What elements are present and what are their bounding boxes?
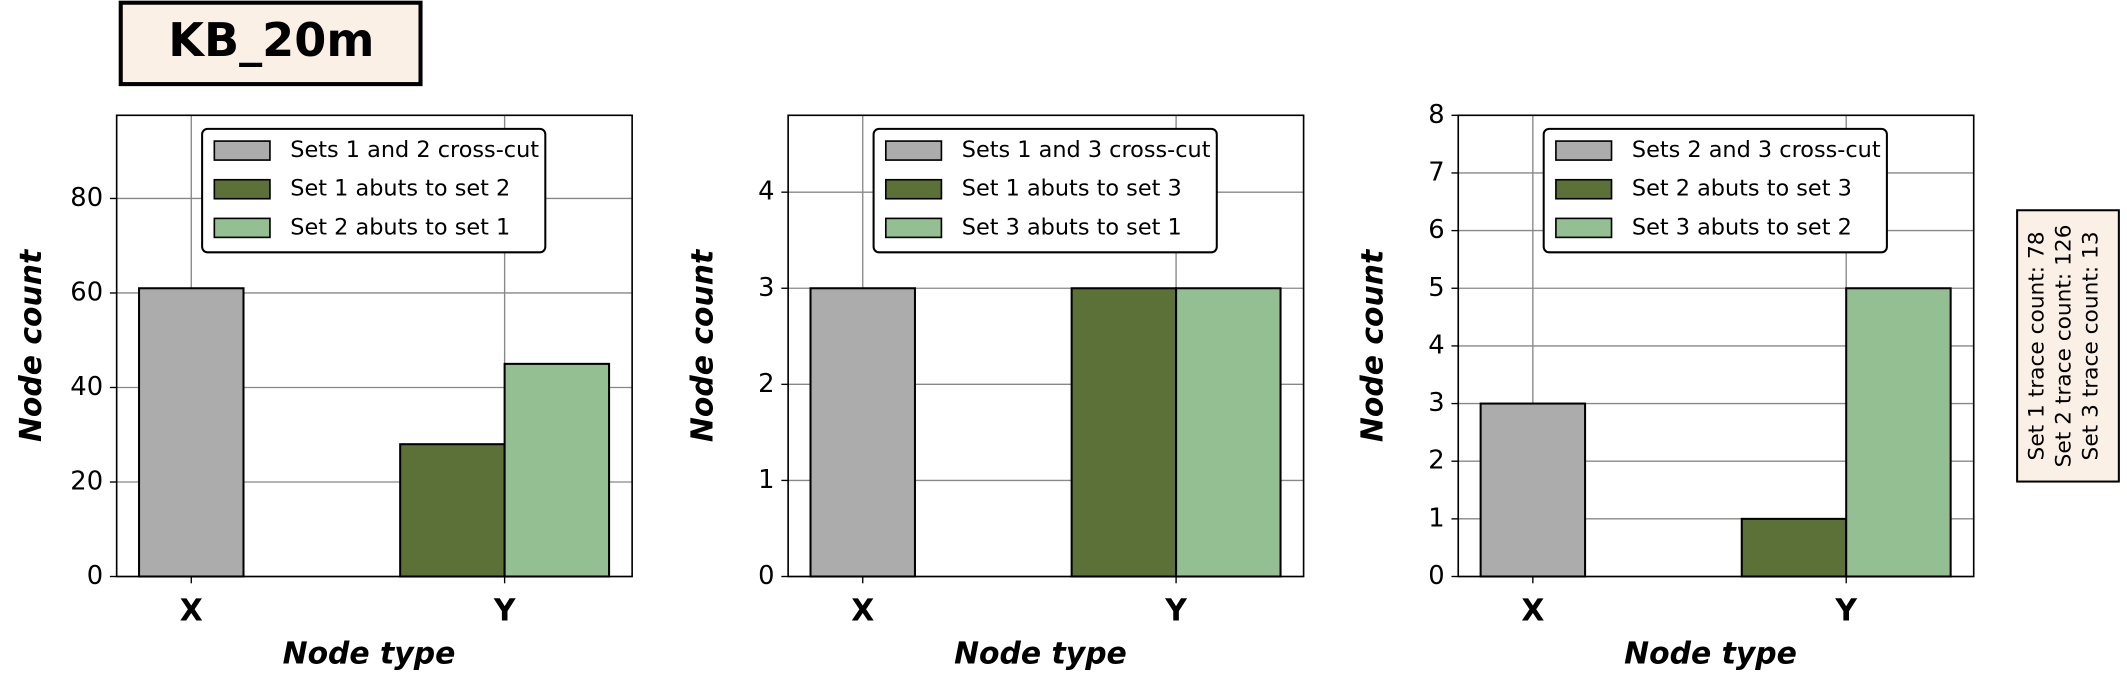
y-tick-label: 1 (1428, 503, 1444, 533)
y-axis-label: Node count (686, 248, 721, 442)
legend-swatch (1555, 140, 1613, 161)
annotation-box (2016, 209, 2120, 483)
plot-frame (1457, 114, 1975, 578)
legend-label: Sets 2 and 3 cross-cut (1632, 137, 1881, 163)
y-tick-label: 2 (758, 369, 774, 399)
legend-box (872, 127, 1218, 254)
y-tick-label: 3 (758, 273, 774, 303)
legend-label: Set 2 abuts to set 3 (1632, 176, 1852, 202)
y-tick-label: 0 (1428, 561, 1444, 591)
y-tick-label: 3 (1428, 388, 1444, 418)
legend-box (1542, 127, 1888, 254)
x-tick-label: X (851, 593, 874, 628)
plot-frame (115, 114, 633, 578)
y-tick-label: 6 (1428, 215, 1444, 245)
bar (1175, 287, 1282, 578)
y-axis-label: Node count (14, 248, 49, 442)
legend-label: Set 3 abuts to set 1 (962, 214, 1182, 240)
legend-swatch (1555, 217, 1613, 239)
y-tick-label: 8 (1428, 100, 1444, 130)
y-tick-label: 2 (1428, 446, 1444, 476)
legend-label: Set 1 abuts to set 3 (962, 176, 1182, 202)
x-tick-label: Y (1164, 593, 1187, 628)
annotation-line: Set 2 trace count: 126 (2052, 224, 2077, 467)
legend-label: Sets 1 and 3 cross-cut (962, 137, 1211, 163)
y-axis-label: Node count (1356, 248, 1391, 442)
bar (1845, 287, 1952, 578)
bar (138, 287, 245, 578)
legend-label: Set 2 abuts to set 1 (290, 214, 510, 240)
legend-swatch (1555, 178, 1613, 200)
annotation-line: Set 1 trace count: 78 (2024, 231, 2049, 460)
y-tick-label: 20 (70, 467, 103, 497)
legend-swatch (884, 140, 943, 161)
x-tick-label: X (1521, 593, 1544, 628)
x-tick-label: X (180, 593, 203, 628)
y-tick-label: 4 (758, 177, 774, 207)
y-tick-label: 5 (1428, 273, 1444, 303)
legend-label: Set 1 abuts to set 2 (290, 176, 510, 202)
plot-frame (787, 114, 1305, 578)
legend-swatch (213, 178, 271, 200)
y-tick-label: 80 (70, 183, 103, 213)
legend-swatch (884, 217, 943, 239)
legend-swatch (884, 178, 943, 200)
y-tick-label: 7 (1428, 157, 1444, 187)
annotation-line: Set 3 trace count: 13 (2079, 231, 2104, 460)
x-axis-label: Node type (283, 637, 456, 672)
y-tick-label: 40 (70, 372, 103, 402)
legend-label: Sets 1 and 2 cross-cut (290, 137, 539, 163)
legend-swatch (213, 140, 271, 161)
bar (503, 362, 611, 578)
x-tick-label: Y (1834, 593, 1857, 628)
x-axis-label: Node type (1624, 637, 1797, 672)
bar (1479, 402, 1587, 578)
x-tick-label: Y (493, 593, 516, 628)
x-axis-label: Node type (954, 637, 1127, 672)
y-tick-label: 0 (87, 561, 103, 591)
bar (1740, 517, 1848, 578)
legend-box (201, 127, 547, 254)
bar (1070, 287, 1178, 578)
bar (809, 287, 916, 578)
y-tick-label: 4 (1428, 330, 1444, 360)
legend-swatch (213, 217, 271, 239)
title-box (118, 0, 423, 87)
legend-label: Set 3 abuts to set 2 (1632, 214, 1852, 240)
y-tick-label: 60 (70, 277, 103, 307)
y-tick-label: 0 (758, 561, 774, 591)
figure-title: KB_20m (168, 13, 374, 67)
bar (399, 443, 506, 578)
y-tick-label: 1 (758, 465, 774, 495)
